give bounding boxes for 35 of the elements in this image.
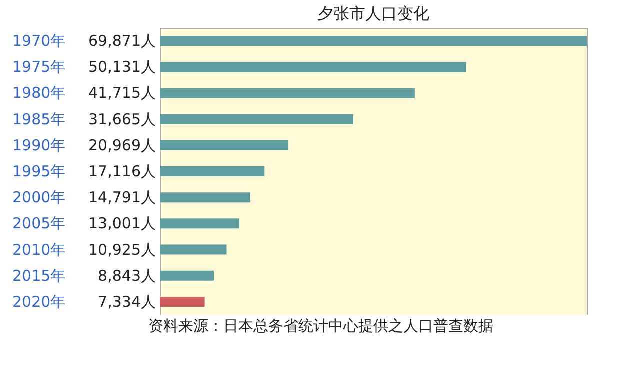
y-tick-label: 1975年 <box>12 58 66 76</box>
bar <box>160 270 214 281</box>
y-tick-label: 2020年 <box>12 292 66 311</box>
y-tick-label: 1980年 <box>12 84 66 102</box>
data-label: 50,131人 <box>88 58 156 76</box>
y-tick-label: 2000年 <box>12 188 66 207</box>
data-label: 8,843人 <box>98 266 156 285</box>
bar <box>160 88 415 98</box>
y-tick-label: 2005年 <box>12 214 66 233</box>
bar <box>160 36 587 46</box>
chart-title: 夕张市人口变化 <box>318 4 430 23</box>
data-label: 17,116人 <box>88 162 156 180</box>
y-tick-label: 1970年 <box>12 32 66 50</box>
bar <box>160 244 227 255</box>
data-label: 20,969人 <box>88 136 156 154</box>
bar <box>160 296 205 307</box>
data-label: 14,791人 <box>88 188 156 207</box>
y-tick-label: 2010年 <box>12 240 66 259</box>
bar <box>160 62 466 72</box>
bar <box>160 114 354 124</box>
data-label: 31,665人 <box>88 110 156 128</box>
data-label: 13,001人 <box>88 214 156 233</box>
y-tick-label: 1985年 <box>12 110 66 128</box>
y-tick-label: 2015年 <box>12 266 66 285</box>
y-tick-label: 1995年 <box>12 162 66 180</box>
bar <box>160 140 288 150</box>
bar <box>160 192 250 203</box>
bar <box>160 166 265 176</box>
bar <box>160 218 240 229</box>
data-label: 10,925人 <box>88 240 156 259</box>
data-label: 41,715人 <box>88 84 156 102</box>
text: 资料来源：日本总务省统计中心提供之人口普查数据 <box>148 317 494 336</box>
y-tick-label: 1990年 <box>12 136 66 154</box>
data-label: 7,334人 <box>98 292 156 311</box>
data-label: 69,871人 <box>88 32 156 50</box>
